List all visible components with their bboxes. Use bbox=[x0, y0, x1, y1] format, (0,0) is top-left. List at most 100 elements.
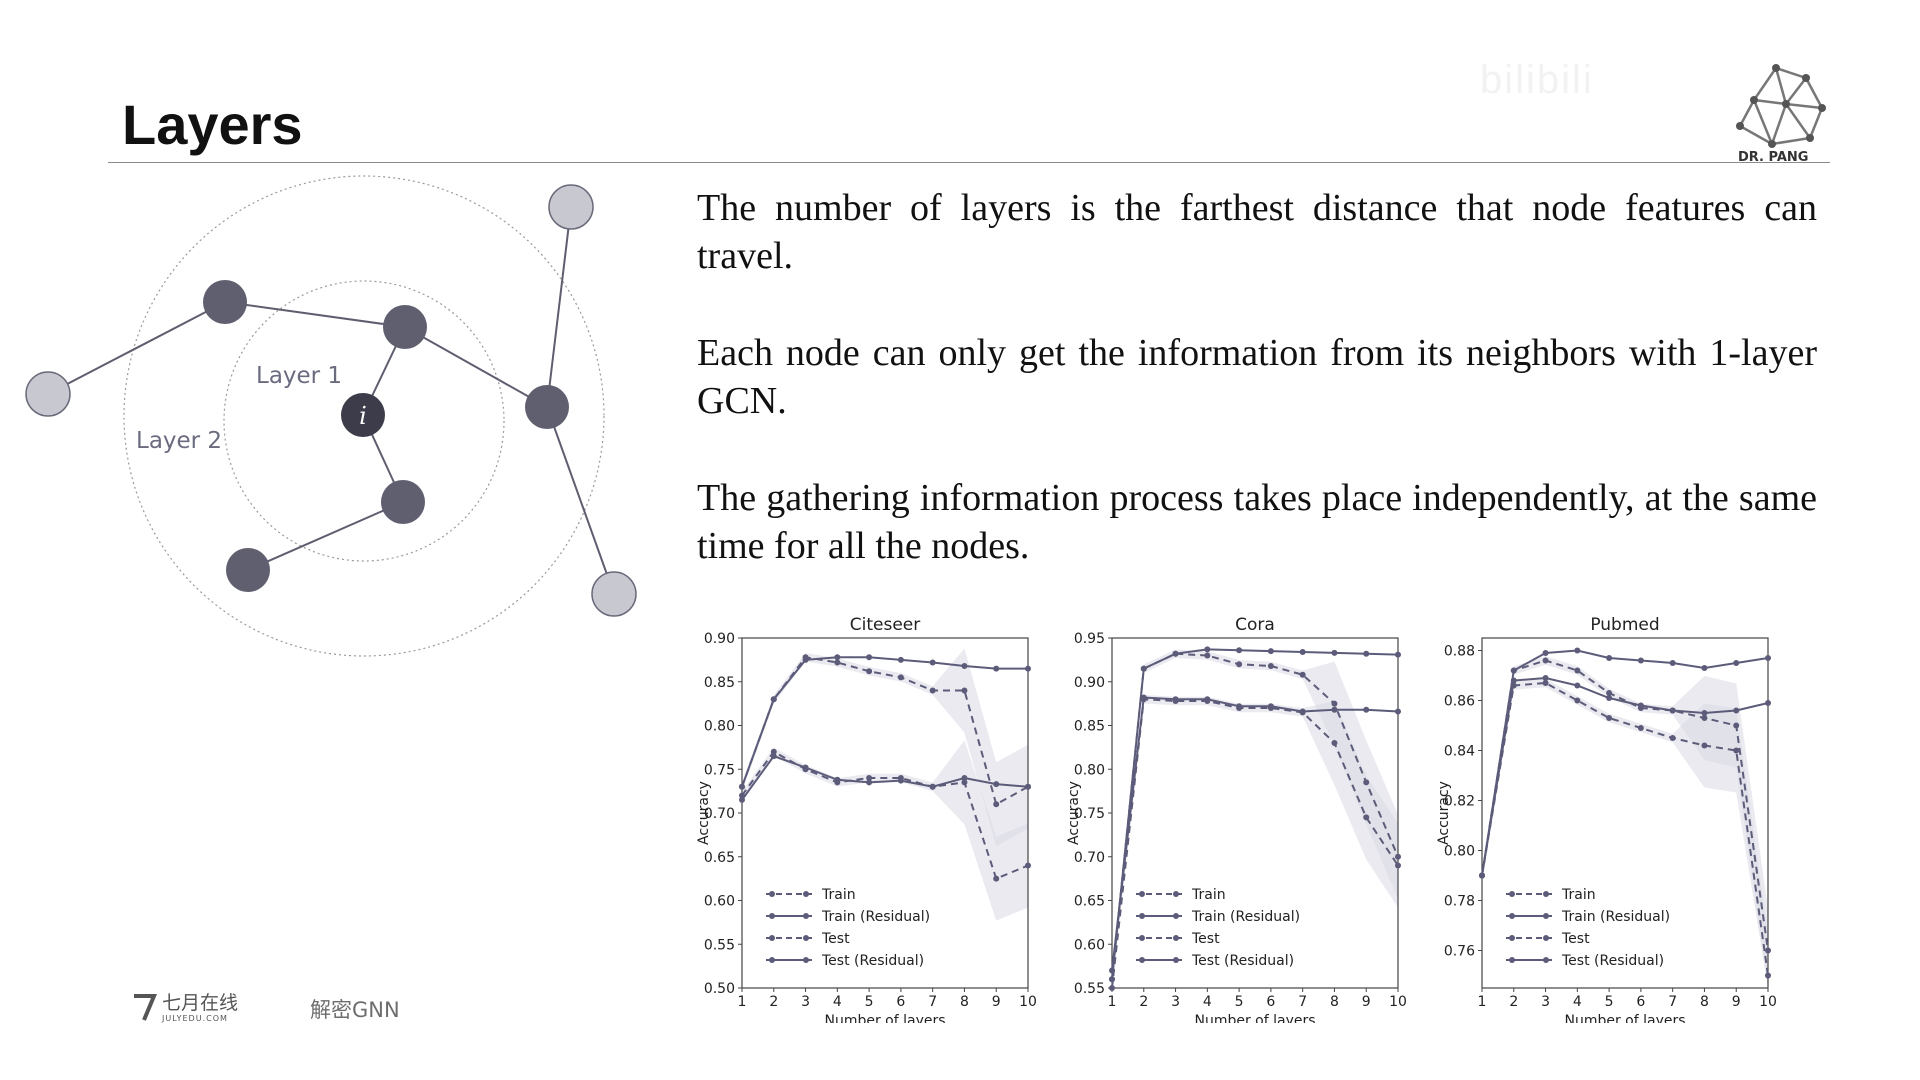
x-tick-label: 4 bbox=[1573, 994, 1582, 1010]
edge bbox=[546, 406, 615, 595]
data-point bbox=[1140, 694, 1147, 701]
explanation-text: The number of layers is the farthest dis… bbox=[697, 184, 1817, 619]
y-tick-label: 0.75 bbox=[704, 762, 735, 778]
data-point bbox=[866, 779, 873, 786]
data-point bbox=[897, 656, 904, 663]
x-tick-label: 2 bbox=[769, 994, 778, 1010]
series-band bbox=[1482, 678, 1768, 988]
series-line bbox=[741, 656, 1028, 788]
legend-marker bbox=[1173, 935, 1179, 941]
citeseer-chart: Citeseer 0.50 0.55 0.60 0.65 0.70 0.75 0.80 0.85… bbox=[696, 615, 1037, 1023]
legend-marker bbox=[1139, 913, 1145, 919]
data-point bbox=[1331, 649, 1338, 656]
series-line bbox=[1111, 652, 1399, 980]
x-tick-label: 5 bbox=[1605, 994, 1614, 1010]
y-tick-label: 0.90 bbox=[1074, 675, 1105, 691]
y-tick-label: 0.80 bbox=[1074, 762, 1105, 778]
series-line bbox=[1481, 659, 1769, 951]
data-point bbox=[1637, 657, 1644, 664]
data-point bbox=[1765, 947, 1771, 954]
data-point bbox=[739, 783, 745, 790]
pubmed-chart: Pubmed 0.76 0.78 0.80 0.82 0.84 0.86 0.88 1 2 3 4 5 6… bbox=[1436, 615, 1777, 1023]
x-tick-label: 2 bbox=[1509, 994, 1518, 1010]
graph-node bbox=[381, 480, 425, 524]
data-point bbox=[1172, 650, 1179, 657]
data-point bbox=[1204, 652, 1211, 659]
legend-marker bbox=[803, 913, 809, 919]
data-point bbox=[1542, 650, 1549, 656]
data-point bbox=[1574, 647, 1581, 654]
legend-marker bbox=[1173, 957, 1179, 963]
legend-marker bbox=[1139, 935, 1145, 941]
x-tick-label: 5 bbox=[865, 994, 874, 1010]
data-point bbox=[1574, 697, 1581, 704]
data-point bbox=[1542, 680, 1549, 686]
julyedu-logo-icon: 七月在线 JULYEDU.COM bbox=[134, 992, 238, 1023]
x-tick-label: 6 bbox=[1266, 994, 1275, 1010]
data-point bbox=[1363, 779, 1370, 786]
y-tick-label: 0.84 bbox=[1444, 744, 1475, 760]
legend-label: Test (Residual) bbox=[1561, 953, 1664, 969]
data-point bbox=[993, 781, 1000, 788]
data-point bbox=[1363, 706, 1370, 713]
gcn-layers-diagram: i Layer 1 Layer 2 bbox=[25, 175, 637, 657]
data-point bbox=[1331, 740, 1338, 746]
series-band bbox=[742, 648, 1028, 847]
y-tick-label: 0.88 bbox=[1444, 644, 1475, 660]
edge bbox=[47, 301, 226, 395]
data-point bbox=[1299, 708, 1306, 715]
data-point bbox=[1637, 702, 1644, 709]
y-axis-label: Accuracy bbox=[1066, 781, 1082, 845]
layer2-ring bbox=[123, 175, 605, 657]
data-point bbox=[1606, 655, 1613, 661]
series-band bbox=[1482, 656, 1768, 988]
x-tick-label: 1 bbox=[1478, 994, 1487, 1010]
y-tick-label: 0.76 bbox=[1444, 944, 1475, 960]
data-point bbox=[802, 654, 809, 661]
x-tick-label: 8 bbox=[1330, 994, 1339, 1010]
legend-marker bbox=[1509, 913, 1515, 919]
legend-marker bbox=[1509, 957, 1515, 963]
data-point bbox=[1363, 814, 1370, 821]
legend-marker bbox=[1543, 957, 1549, 963]
legend-marker bbox=[1543, 913, 1549, 919]
data-point bbox=[1331, 706, 1338, 713]
x-tick-label: 1 bbox=[738, 994, 747, 1010]
data-point bbox=[1510, 667, 1517, 674]
graph-node bbox=[203, 280, 247, 324]
legend-marker bbox=[1509, 891, 1515, 897]
data-point bbox=[770, 696, 777, 703]
data-point bbox=[1701, 742, 1708, 749]
data-point bbox=[1669, 735, 1676, 741]
data-point bbox=[961, 779, 968, 786]
y-tick-label: 0.95 bbox=[1074, 631, 1105, 647]
x-tick-label: 9 bbox=[1732, 994, 1741, 1010]
data-point bbox=[993, 801, 1000, 808]
x-axis-label: Number of layers bbox=[1194, 1013, 1315, 1023]
series-band bbox=[742, 740, 1028, 921]
series-line bbox=[1111, 696, 1399, 971]
legend-marker bbox=[1543, 935, 1549, 941]
legend-label: Train bbox=[1561, 887, 1596, 903]
data-point bbox=[770, 748, 777, 755]
series-line bbox=[741, 750, 1029, 880]
series-line bbox=[1481, 649, 1769, 876]
data-point bbox=[866, 668, 873, 675]
data-point bbox=[1733, 707, 1740, 714]
data-point bbox=[961, 663, 968, 669]
data-point bbox=[929, 687, 936, 694]
layer2-label: Layer 2 bbox=[136, 428, 222, 454]
data-point bbox=[1267, 703, 1274, 710]
watermark-text: bilibili bbox=[1480, 58, 1594, 102]
edge bbox=[247, 501, 404, 571]
data-point bbox=[1669, 707, 1676, 714]
data-point bbox=[961, 775, 968, 781]
edge bbox=[224, 301, 406, 328]
data-point bbox=[1172, 696, 1179, 703]
y-tick-label: 0.70 bbox=[704, 806, 735, 822]
legend-marker bbox=[803, 935, 809, 941]
data-point bbox=[1510, 677, 1517, 684]
data-point bbox=[1574, 667, 1581, 674]
x-tick-label: 3 bbox=[1541, 994, 1550, 1010]
legend-label: Test bbox=[1561, 931, 1590, 947]
